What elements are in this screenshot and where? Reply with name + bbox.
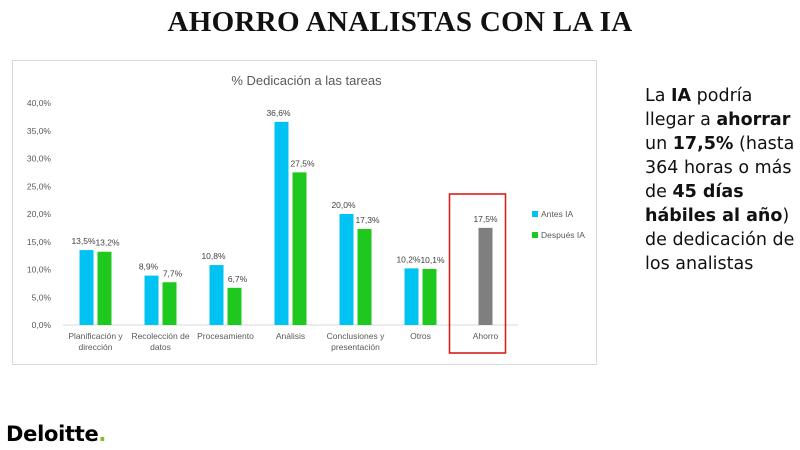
x-tick-label: Ahorro (473, 331, 499, 341)
note-bold-ahorrar: ahorrar (716, 110, 791, 130)
bar-después-ia (162, 282, 177, 325)
data-label: 13,2% (95, 238, 120, 248)
bar-antes-ia (339, 214, 354, 325)
logo-dot: . (98, 422, 107, 446)
x-tick-label: dirección (78, 342, 112, 352)
data-label: 20,0% (331, 200, 356, 210)
page-title: AHORRO ANALISTAS CON LA IA (167, 6, 633, 38)
data-label: 10,2% (396, 254, 421, 264)
x-tick-label: Análisis (276, 331, 305, 341)
y-tick-label: 20,0% (27, 209, 52, 219)
data-label: 7,7% (163, 268, 183, 278)
note-text-3: un (645, 134, 673, 154)
bar-chart: % Dedicación a las tareas 0,0% 5,0% 10,0% 15… (27, 73, 585, 354)
legend-swatch (532, 232, 538, 238)
note-text-1: La (645, 86, 672, 106)
note-bold-days: 45 días hábiles al año (645, 182, 783, 226)
y-tick-label: 35,0% (27, 126, 52, 136)
legend-label: Después IA (541, 230, 585, 240)
bar-antes-ia (274, 121, 289, 325)
y-tick-label: 30,0% (27, 154, 52, 164)
bar-antes-ia (404, 268, 419, 325)
bar-ahorro (478, 227, 493, 325)
y-tick-label: 25,0% (27, 181, 52, 191)
savings-note: La IA podría llegar a ahorrar un 17,5% (… (645, 84, 795, 276)
data-label: 27,5% (290, 158, 315, 168)
data-label: 36,6% (266, 108, 291, 118)
data-label: 17,3% (355, 215, 380, 225)
bar-después-ia (227, 287, 242, 325)
x-tick-label: datos (150, 342, 171, 352)
chart-container: % Dedicación a las tareas 0,0% 5,0% 10,0% 15… (12, 60, 597, 365)
note-text-4: (hasta 364 horas o más de (645, 134, 795, 202)
note-bold-percent: 17,5% (672, 134, 734, 154)
bar-antes-ia (144, 275, 159, 325)
bar-después-ia (292, 172, 307, 325)
chart-title: % Dedicación a las tareas (231, 73, 382, 88)
x-tick-label: Planificación y (68, 331, 123, 341)
logo-text: Deloitte (6, 422, 99, 446)
bar-después-ia (97, 251, 112, 325)
data-label: 8,9% (139, 262, 159, 272)
data-label: 13,5% (71, 236, 96, 246)
legend-swatch (532, 211, 538, 217)
y-tick-label: 5,0% (32, 292, 52, 302)
note-bold-ia: IA (671, 86, 692, 106)
data-label: 17,5% (473, 214, 498, 224)
x-tick-label: Recolección de (131, 331, 189, 341)
y-tick-label: 0,0% (32, 320, 52, 330)
bar-antes-ia (79, 250, 94, 325)
y-tick-label: 10,0% (27, 265, 52, 275)
note-text-5: ) de dedicación de los analistas (645, 206, 795, 274)
data-label: 6,7% (228, 274, 248, 284)
bar-después-ia (357, 228, 372, 325)
data-label: 10,1% (420, 255, 445, 265)
note-text-2: podría llegar a (645, 86, 753, 130)
x-tick-label: presentación (331, 342, 380, 352)
y-tick-label: 15,0% (27, 237, 52, 247)
deloitte-logo: Deloitte. (6, 422, 106, 446)
legend-label: Antes IA (541, 209, 573, 219)
x-tick-label: Procesamiento (197, 331, 254, 341)
data-label: 10,8% (201, 251, 226, 261)
x-tick-label: Otros (410, 331, 431, 341)
highlight-box (448, 193, 507, 354)
y-tick-label: 40,0% (27, 98, 52, 108)
bar-después-ia (422, 268, 437, 325)
bar-antes-ia (209, 265, 224, 325)
x-tick-label: Conclusiones y (327, 331, 385, 341)
